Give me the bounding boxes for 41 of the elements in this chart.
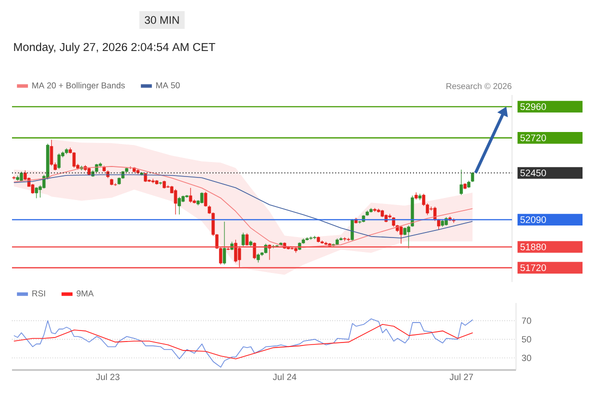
chart-subtitle: Monday, July 27, 2026 2:04:54 AM CET — [14, 42, 216, 54]
y-tick-label: 70 — [522, 318, 532, 324]
candlestick — [174, 188, 178, 215]
x-tick-label: Jul 27 — [450, 374, 473, 380]
legend-label: MA 20 + Bollinger Bands — [32, 82, 125, 90]
candlestick — [238, 246, 242, 268]
text: Research © 2026 — [446, 82, 512, 90]
candlestick — [256, 253, 260, 263]
candlestick — [245, 233, 249, 246]
x-tick-label: Jul 24 — [272, 374, 296, 380]
candlestick — [400, 226, 403, 244]
y-tick-label: 52090 — [520, 216, 546, 224]
line-series — [13, 166, 473, 248]
y-tick-label: 52720 — [520, 134, 546, 142]
line-series — [13, 174, 473, 238]
candlestick — [57, 153, 61, 170]
chart-title: 30 MIN — [144, 16, 179, 24]
candlestick — [50, 140, 54, 166]
y-tick-label: 51880 — [520, 244, 546, 250]
candlestick — [189, 188, 192, 204]
y-tick-label: 50 — [522, 336, 532, 342]
candlestick — [222, 221, 226, 265]
candlestick — [234, 239, 238, 263]
x-tick-label: Jul 23 — [96, 374, 120, 380]
y-tick-label: 30 — [522, 354, 532, 362]
candlestick — [264, 243, 268, 254]
legend-label: RSI — [32, 290, 46, 296]
candlestick — [242, 232, 245, 247]
candlestick — [158, 182, 162, 185]
y-tick-label: 52450 — [520, 170, 546, 176]
candlestick — [178, 196, 181, 215]
y-tick-label: 52960 — [520, 103, 546, 110]
candlestick — [460, 169, 463, 196]
line-series — [13, 324, 474, 360]
legend-label: 9MA — [76, 290, 94, 296]
legend-label: MA 50 — [156, 82, 180, 88]
candlestick — [346, 238, 350, 242]
candlestick — [34, 186, 38, 199]
candlestick — [72, 152, 76, 168]
y-tick-label: 51720 — [520, 264, 546, 272]
candlestick — [151, 178, 155, 184]
